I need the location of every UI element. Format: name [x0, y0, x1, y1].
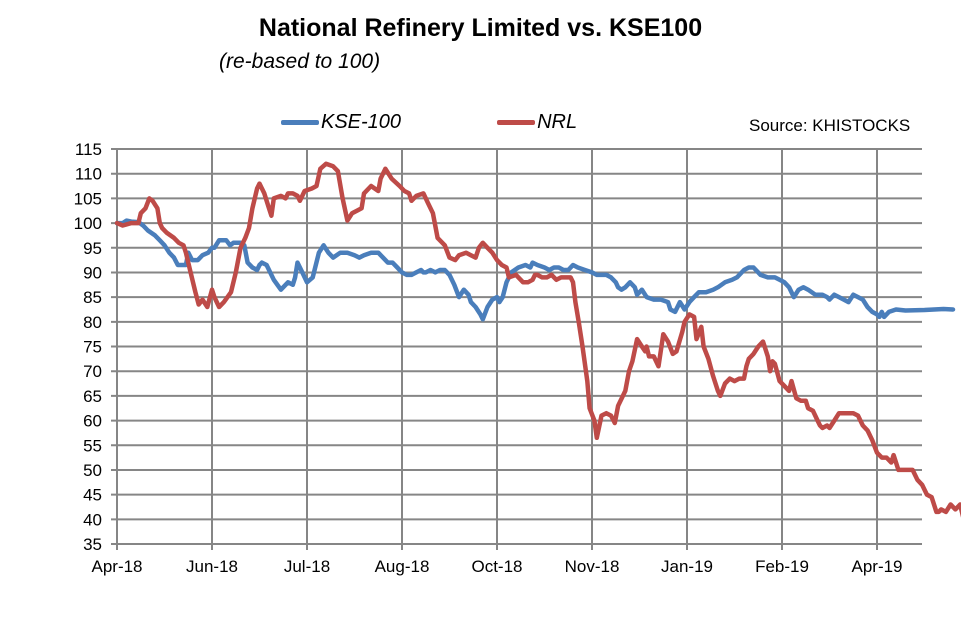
y-tick-label: 115 [75, 140, 102, 159]
y-tick-label: 70 [83, 362, 102, 381]
legend: KSE-100 NRL [281, 110, 673, 134]
y-axis-ticks: 115 110 105 100 95 90 85 80 75 70 65 60 55 50 45 40 35 [74, 140, 102, 554]
x-tick-label: Aug-18 [375, 557, 430, 576]
y-tick-label: 60 [83, 412, 102, 431]
y-tick-label: 85 [83, 288, 102, 307]
gridlines [111, 148, 922, 550]
x-tick-label: Jul-18 [284, 557, 330, 576]
series-line-nrl [114, 161, 961, 518]
legend-label-kse100: KSE-100 [321, 110, 402, 133]
chart-subtitle: (re-based to 100) [219, 50, 381, 73]
series-line-kse100 [114, 218, 956, 322]
legend-swatch-kse100 [281, 119, 319, 125]
y-tick-label: 50 [83, 461, 102, 480]
x-axis-ticks: Apr-18 Jun-18 Jul-18 Aug-18 Oct-18 Nov-18 Jan-… [91, 557, 902, 576]
x-tick-label: Oct-18 [471, 557, 522, 576]
y-tick-label: 40 [83, 510, 102, 529]
y-tick-label: 95 [83, 239, 102, 258]
y-tick-label: 45 [83, 486, 102, 505]
y-tick-label: 75 [83, 338, 102, 357]
y-tick-label: 100 [74, 214, 102, 233]
y-tick-label: 80 [83, 313, 102, 332]
legend-swatch-nrl [497, 119, 536, 125]
x-tick-label: Apr-19 [851, 557, 902, 576]
y-tick-label: 90 [83, 263, 102, 282]
y-tick-label: 55 [83, 436, 102, 455]
source-note: Source: KHISTOCKS [749, 116, 911, 135]
x-tick-label: Jan-19 [661, 557, 713, 576]
y-tick-label: 110 [75, 165, 102, 184]
x-tick-label: Jun-18 [186, 557, 238, 576]
chart-title: National Refinery Limited vs. KSE100 [258, 14, 703, 42]
x-tick-label: Apr-18 [91, 557, 142, 576]
y-tick-label: 35 [83, 535, 102, 554]
legend-label-nrl: NRL [537, 110, 578, 133]
series-lines [114, 161, 961, 518]
x-tick-label: Feb-19 [755, 557, 809, 576]
legend-item-nrl: NRL [497, 111, 577, 134]
legend-item-kse100: KSE-100 [281, 111, 401, 134]
y-tick-label: 65 [83, 387, 102, 406]
y-tick-label: 105 [74, 189, 102, 208]
x-tick-label: Nov-18 [565, 557, 620, 576]
